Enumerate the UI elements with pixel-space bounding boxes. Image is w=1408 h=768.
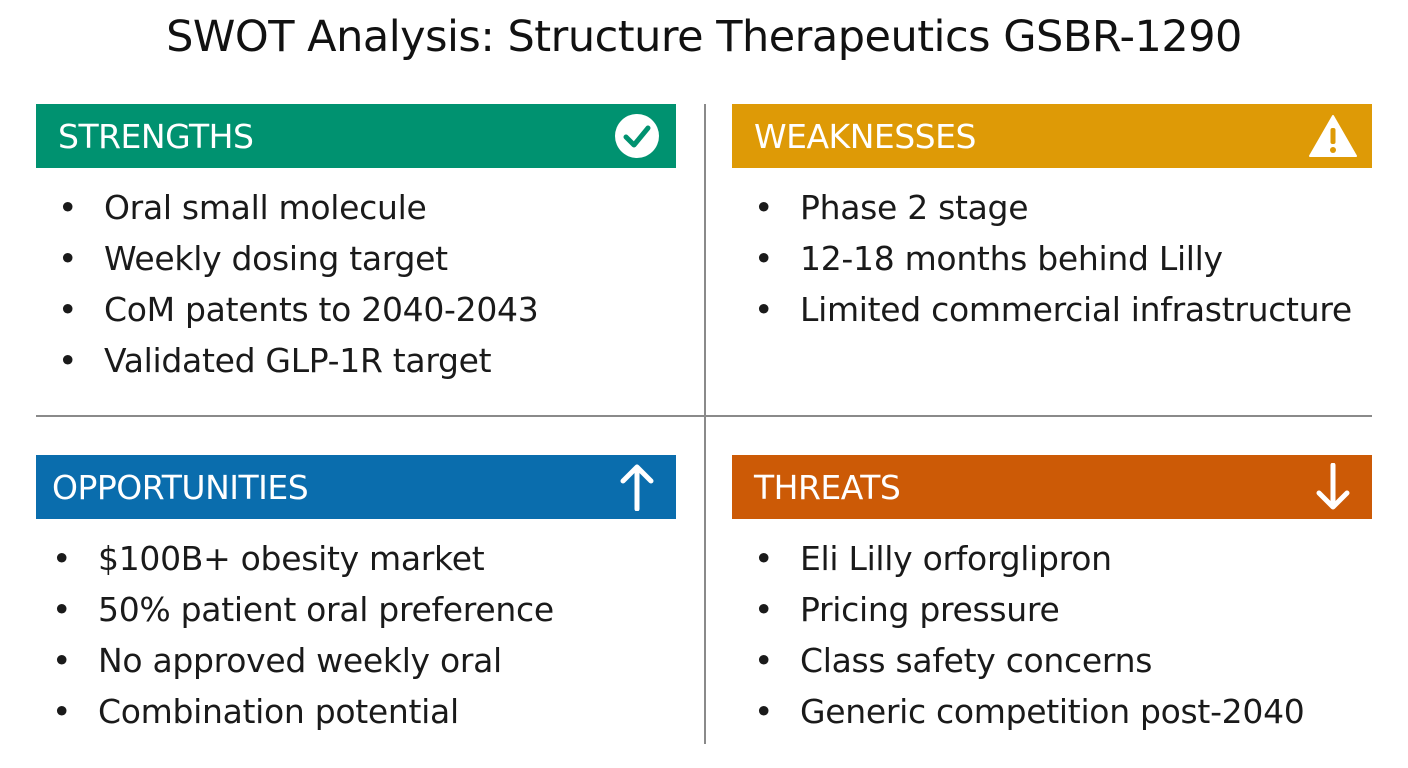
arrow-up-icon: [612, 462, 662, 512]
list-item: • Oral small molecule: [58, 188, 427, 227]
list-item: • Eli Lilly orforglipron: [754, 539, 1112, 578]
opportunities-quadrant: OPPORTUNITIES • $100B+ obesity market • 50…: [36, 455, 676, 737]
threats-quadrant: THREATS • Eli Lilly orforglipron • Pricing…: [732, 455, 1372, 737]
opportunities-label: OPPORTUNITIES: [52, 467, 309, 507]
threats-header: THREATS: [732, 455, 1372, 519]
vertical-divider: [704, 104, 706, 744]
list-item: • 12-18 months behind Lilly: [754, 239, 1223, 278]
threats-label: THREATS: [754, 467, 901, 507]
list-item: • Limited commercial infrastructure: [754, 290, 1352, 329]
list-item: • CoM patents to 2040-2043: [58, 290, 539, 329]
list-item: • Combination potential: [52, 692, 459, 731]
warning-triangle-icon: [1308, 111, 1358, 161]
strengths-list: • Oral small molecule • Weekly dosing targ…: [36, 168, 676, 386]
strengths-quadrant: STRENGTHS • Oral small molecule • Weekly d…: [36, 104, 676, 386]
opportunities-list: • $100B+ obesity market • 50% patient oral…: [36, 519, 676, 737]
page-title: SWOT Analysis: Structure Therapeutics GS…: [166, 12, 1242, 62]
weaknesses-list: • Phase 2 stage • 12-18 months behind Lill…: [732, 168, 1372, 335]
list-item: • 50% patient oral preference: [52, 590, 554, 629]
weaknesses-label: WEAKNESSES: [754, 116, 976, 156]
list-item: • Pricing pressure: [754, 590, 1060, 629]
weaknesses-header: WEAKNESSES: [732, 104, 1372, 168]
list-item: • $100B+ obesity market: [52, 539, 485, 578]
threats-list: • Eli Lilly orforglipron • Pricing pressur…: [732, 519, 1372, 737]
arrow-down-icon: [1308, 462, 1358, 512]
list-item: • Weekly dosing target: [58, 239, 448, 278]
strengths-header: STRENGTHS: [36, 104, 676, 168]
opportunities-header: OPPORTUNITIES: [36, 455, 676, 519]
list-item: • Phase 2 stage: [754, 188, 1029, 227]
strengths-label: STRENGTHS: [58, 116, 254, 156]
list-item: • No approved weekly oral: [52, 641, 502, 680]
check-circle-icon: [612, 111, 662, 161]
horizontal-divider: [36, 415, 1372, 417]
list-item: • Validated GLP-1R target: [58, 341, 492, 380]
list-item: • Class safety concerns: [754, 641, 1153, 680]
weaknesses-quadrant: WEAKNESSES • Phase 2 stage • 12-18 months …: [732, 104, 1372, 335]
list-item: • Generic competition post-2040: [754, 692, 1305, 731]
